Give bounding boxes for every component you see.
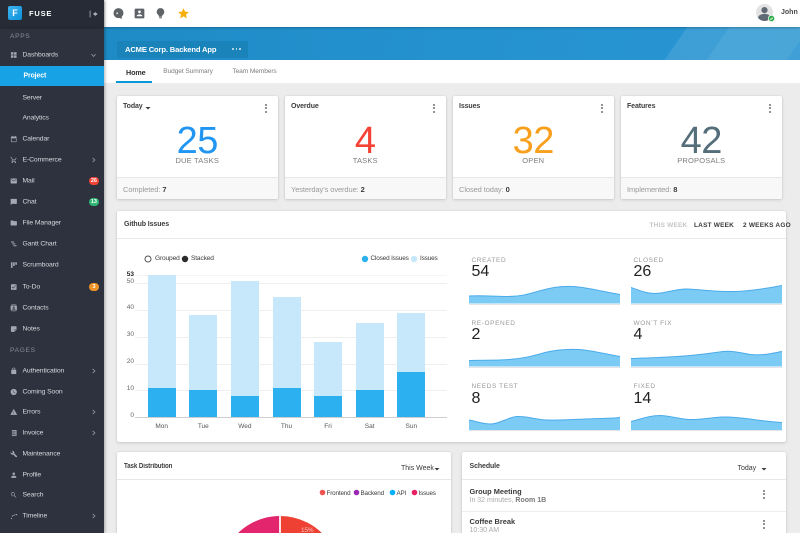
svg-text:15%: 15% [301,527,314,533]
